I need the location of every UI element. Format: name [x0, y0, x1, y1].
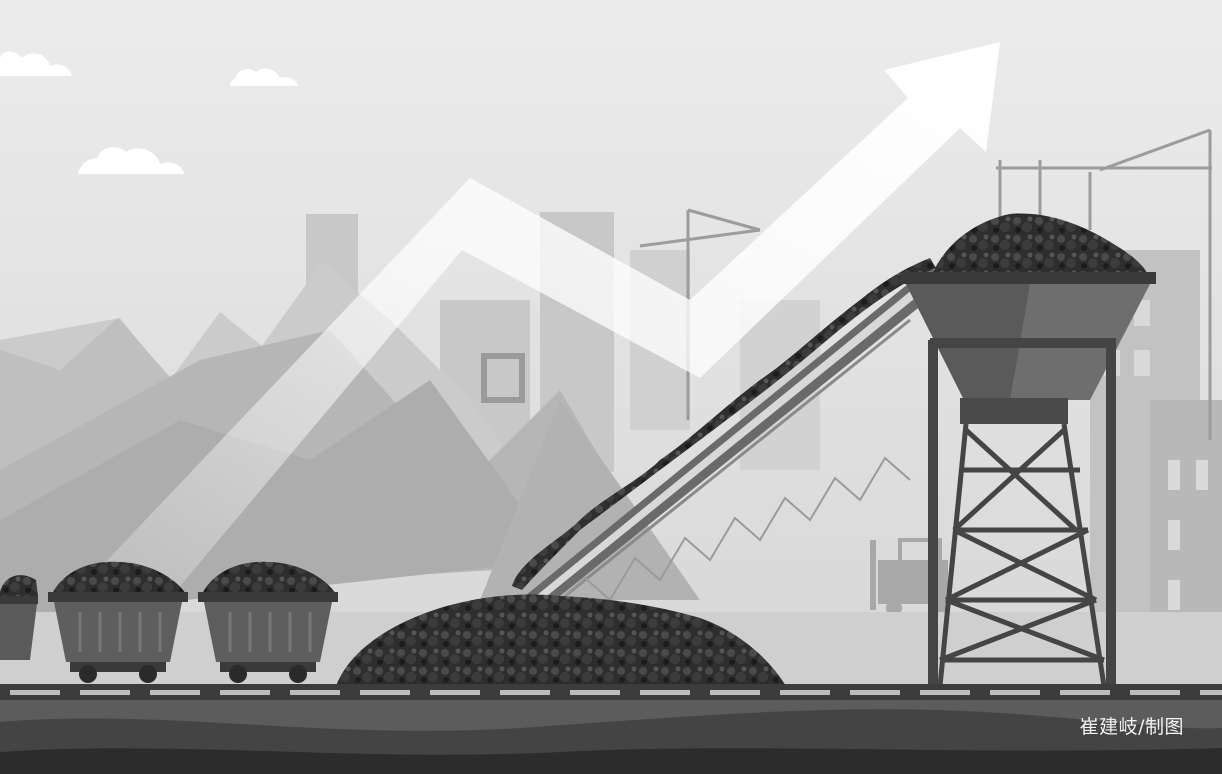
mine-cart-1 [0, 575, 38, 660]
foreground-ground [0, 700, 1222, 774]
mine-carts [0, 561, 338, 683]
clouds [0, 51, 298, 174]
conveyor-belt [512, 258, 948, 612]
hopper-tower [900, 213, 1156, 687]
mine-cart-2 [48, 561, 188, 683]
image-credit: 崔建岐/制图 [1079, 716, 1184, 738]
coal-heap [336, 594, 786, 686]
cloud-3 [78, 147, 184, 174]
hopper-coal [930, 213, 1150, 280]
cloud-1 [0, 51, 72, 76]
rail-track [0, 684, 1222, 700]
cloud-2 [230, 68, 298, 86]
growth-arrow [60, 42, 1000, 610]
mine-cart-3 [198, 561, 338, 683]
